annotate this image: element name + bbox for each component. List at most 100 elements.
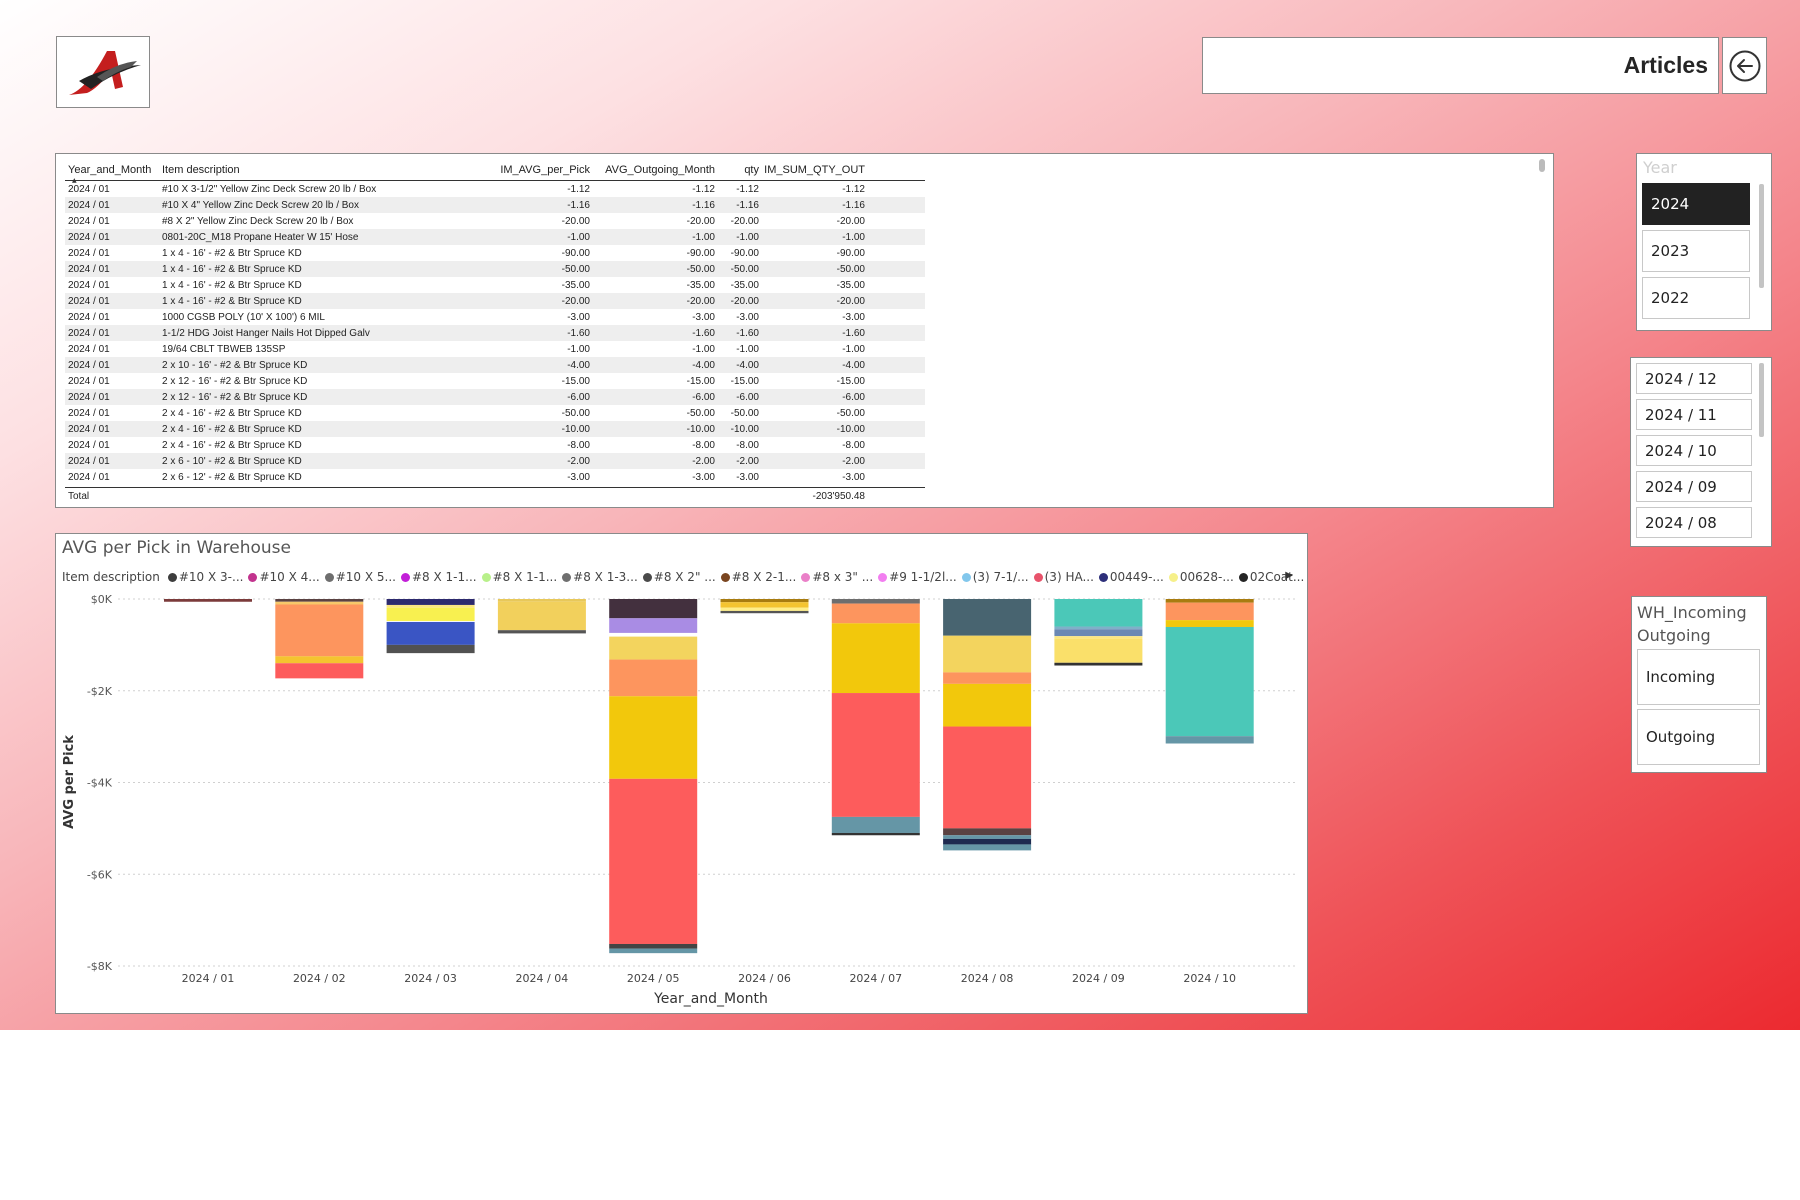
column-header[interactable]: Year_and_Month bbox=[68, 164, 152, 176]
table-cell: -50.00 bbox=[836, 263, 865, 275]
table-row[interactable]: 2024 / 01 #10 X 3-1/2" Yellow Zinc Deck S… bbox=[65, 181, 925, 197]
column-header[interactable]: IM_SUM_QTY_OUT bbox=[764, 164, 865, 176]
table-cell: -6.00 bbox=[842, 391, 865, 403]
table-cell: 2024 / 01 bbox=[68, 199, 110, 211]
x-tick-label: 2024 / 02 bbox=[293, 972, 346, 985]
table-row[interactable]: 2024 / 01 0801-20C_M18 Propane Heater W 1… bbox=[65, 229, 925, 245]
year-option-2023[interactable]: 2023 bbox=[1642, 230, 1750, 272]
legend-marker-icon bbox=[400, 572, 410, 582]
bar-segment bbox=[609, 599, 698, 619]
table-cell: -15.00 bbox=[686, 375, 715, 387]
year-option-2022[interactable]: 2022 bbox=[1642, 277, 1750, 319]
table-row[interactable]: 2024 / 01 #10 X 4" Yellow Zinc Deck Screw… bbox=[65, 197, 925, 213]
logo-icon bbox=[69, 51, 141, 95]
table-row[interactable]: 2024 / 01 #8 X 2" Yellow Zinc Deck Screw … bbox=[65, 213, 925, 229]
legend-item[interactable]: #10 X 4... bbox=[248, 570, 320, 584]
table-cell: 2024 / 01 bbox=[68, 295, 110, 307]
table-cell: -50.00 bbox=[561, 407, 590, 419]
legend-item[interactable]: #9 1-1/2l... bbox=[878, 570, 957, 584]
table-cell: -1.00 bbox=[567, 343, 590, 355]
month-option[interactable]: 2024 / 09 bbox=[1636, 471, 1752, 502]
table-row[interactable]: 2024 / 01 2 x 12 - 16' - #2 & Btr Spruce … bbox=[65, 389, 925, 405]
legend-item[interactable]: #8 X 1-3... bbox=[562, 570, 638, 584]
outgoing-option[interactable]: Outgoing bbox=[1637, 709, 1760, 765]
table-cell: -1.00 bbox=[736, 231, 759, 243]
bar-segment bbox=[1054, 662, 1143, 666]
legend-item[interactable]: 02Coat... bbox=[1238, 570, 1305, 584]
table-row[interactable]: 2024 / 01 1 x 4 - 16' - #2 & Btr Spruce K… bbox=[65, 261, 925, 277]
table-total-row: Total -203'950.48 bbox=[65, 487, 925, 505]
legend-item[interactable]: #8 X 2-1... bbox=[720, 570, 796, 584]
legend-item[interactable]: 00449-... bbox=[1098, 570, 1164, 584]
bar-segment bbox=[275, 604, 364, 657]
legend-label: 02Coat... bbox=[1249, 570, 1305, 584]
table-row[interactable]: 2024 / 01 2 x 6 - 12' - #2 & Btr Spruce K… bbox=[65, 469, 925, 485]
bar-segment bbox=[943, 683, 1032, 727]
table-cell: #10 X 4" Yellow Zinc Deck Screw 20 lb / … bbox=[162, 199, 359, 211]
table-cell: -3.00 bbox=[736, 471, 759, 483]
y-tick-label: -$4K bbox=[87, 777, 113, 790]
column-header[interactable]: IM_AVG_per_Pick bbox=[500, 164, 590, 176]
table-cell: -1.16 bbox=[567, 199, 590, 211]
page-title: Articles bbox=[1623, 52, 1708, 78]
year-option-2024[interactable]: 2024 bbox=[1642, 183, 1750, 225]
legend-item[interactable]: #8 X 1-1... bbox=[400, 570, 477, 584]
table-row[interactable]: 2024 / 01 2 x 4 - 16' - #2 & Btr Spruce K… bbox=[65, 437, 925, 453]
column-header[interactable]: Item description bbox=[162, 164, 240, 176]
bar-segment bbox=[943, 844, 1032, 851]
table-row[interactable]: 2024 / 01 1 x 4 - 16' - #2 & Btr Spruce K… bbox=[65, 293, 925, 309]
page-title-box: Articles bbox=[1202, 37, 1719, 94]
table-row[interactable]: 2024 / 01 2 x 10 - 16' - #2 & Btr Spruce … bbox=[65, 357, 925, 373]
month-option[interactable]: 2024 / 10 bbox=[1636, 435, 1752, 466]
table-cell: 2024 / 01 bbox=[68, 423, 110, 435]
table-row[interactable]: 2024 / 01 2 x 4 - 16' - #2 & Btr Spruce K… bbox=[65, 421, 925, 437]
table-cell: -50.00 bbox=[836, 407, 865, 419]
table-cell: 1 x 4 - 16' - #2 & Btr Spruce KD bbox=[162, 295, 302, 307]
bar-segment bbox=[386, 644, 475, 654]
table-row[interactable]: 2024 / 01 2 x 12 - 16' - #2 & Btr Spruce … bbox=[65, 373, 925, 389]
table-scrollbar[interactable] bbox=[1539, 159, 1545, 172]
legend-label: #8 x 3" ... bbox=[812, 570, 874, 584]
legend-item[interactable]: #8 X 2" ... bbox=[642, 570, 716, 584]
month-option[interactable]: 2024 / 11 bbox=[1636, 399, 1752, 430]
month-slicer-scrollbar[interactable] bbox=[1759, 363, 1764, 437]
table-cell: -4.00 bbox=[692, 359, 715, 371]
table-cell: 2024 / 01 bbox=[68, 471, 110, 483]
year-slicer-scrollbar[interactable] bbox=[1759, 184, 1764, 288]
bar-segment bbox=[386, 621, 475, 622]
bar-segment bbox=[1054, 626, 1143, 630]
table-row[interactable]: 2024 / 01 1 x 4 - 16' - #2 & Btr Spruce K… bbox=[65, 245, 925, 261]
column-header[interactable]: AVG_Outgoing_Month bbox=[605, 164, 715, 176]
table-row[interactable]: 2024 / 01 19/64 CBLT TBWEB 135SP -1.00 -1.0… bbox=[65, 341, 925, 357]
incoming-option[interactable]: Incoming bbox=[1637, 649, 1760, 705]
table-cell: #10 X 3-1/2" Yellow Zinc Deck Screw 20 l… bbox=[162, 183, 377, 195]
legend-item[interactable]: #8 X 1-1... bbox=[481, 570, 557, 584]
bar-segment bbox=[1054, 636, 1143, 639]
table-cell: -3.00 bbox=[567, 311, 590, 323]
legend-item[interactable]: #10 X 5... bbox=[324, 570, 396, 584]
table-cell: -2.00 bbox=[842, 455, 865, 467]
legend-item[interactable]: (3) 7-1/... bbox=[961, 570, 1029, 584]
table-row[interactable]: 2024 / 01 1000 CGSB POLY (10' X 100') 6 M… bbox=[65, 309, 925, 325]
legend-item[interactable]: (3) HA... bbox=[1033, 570, 1094, 584]
legend-item[interactable]: #8 x 3" ... bbox=[801, 570, 873, 584]
table-row[interactable]: 2024 / 01 1-1/2 HDG Joist Hanger Nails Ho… bbox=[65, 325, 925, 341]
table-cell: -20.00 bbox=[730, 215, 759, 227]
legend-item[interactable]: #10 X 3-... bbox=[167, 570, 243, 584]
bar-segment bbox=[1165, 599, 1254, 603]
back-button[interactable] bbox=[1722, 37, 1767, 94]
table-cell: -1.12 bbox=[842, 183, 865, 195]
legend-item[interactable]: 00628-... bbox=[1168, 570, 1234, 584]
table-row[interactable]: 2024 / 01 1 x 4 - 16' - #2 & Btr Spruce K… bbox=[65, 277, 925, 293]
legend-next-arrow-icon[interactable]: ▶ bbox=[1285, 570, 1293, 581]
month-option[interactable]: 2024 / 08 bbox=[1636, 507, 1752, 538]
month-option[interactable]: 2024 / 12 bbox=[1636, 363, 1752, 394]
table-header: Year_and_Month Item description IM_AVG_p… bbox=[65, 160, 925, 181]
bar-segment bbox=[275, 599, 364, 602]
table-row[interactable]: 2024 / 01 2 x 4 - 16' - #2 & Btr Spruce K… bbox=[65, 405, 925, 421]
table-row[interactable]: 2024 / 01 2 x 6 - 10' - #2 & Btr Spruce K… bbox=[65, 453, 925, 469]
table-cell: -1.60 bbox=[692, 327, 715, 339]
column-header[interactable]: qty bbox=[744, 164, 759, 176]
legend-label: #10 X 5... bbox=[335, 570, 396, 584]
sort-ascending-icon: ▲ bbox=[72, 177, 77, 184]
